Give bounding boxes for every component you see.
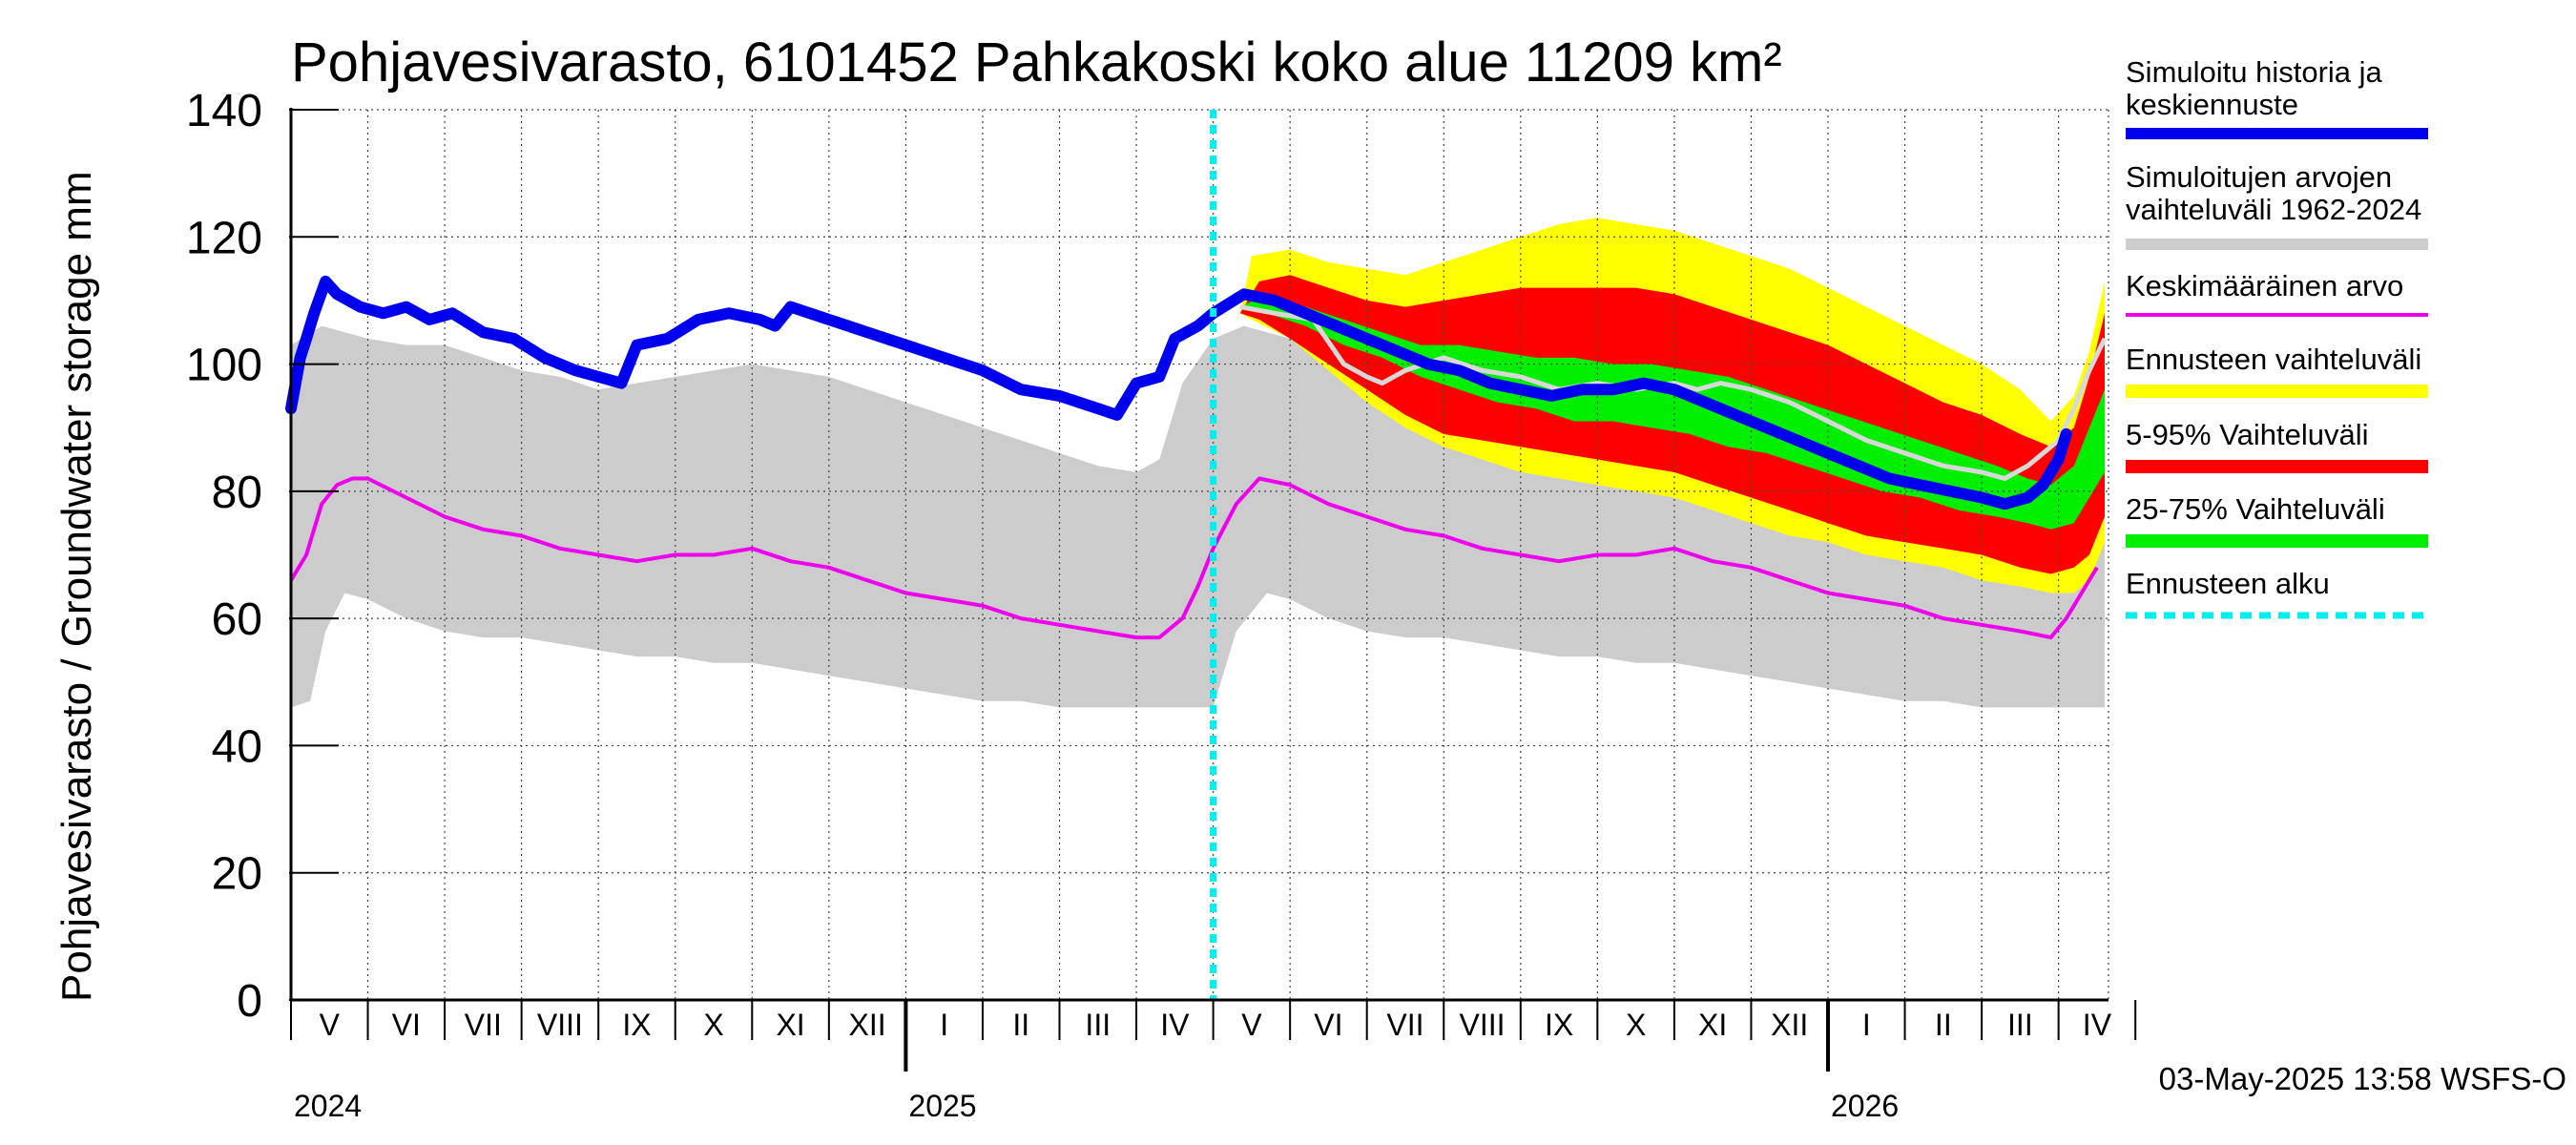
x-tick-label: II	[1012, 1008, 1029, 1042]
y-tick-label: 100	[186, 341, 262, 391]
x-tick-label: VI	[1314, 1008, 1342, 1042]
x-tick-label: IV	[1160, 1008, 1190, 1042]
y-tick-label: 40	[212, 721, 262, 772]
legend-label: 25-75% Vaihteluväli	[2126, 492, 2385, 526]
mean-line	[289, 476, 2099, 640]
year-label: 2025	[908, 1089, 976, 1123]
year-label: 2026	[1831, 1089, 1899, 1123]
simulated-history-line	[285, 275, 2072, 510]
legend-label: Ennusteen vaihteluväli	[2126, 343, 2421, 376]
y-tick-label: 120	[186, 213, 262, 263]
legend-label: Simuloitu historia ja	[2126, 55, 2383, 89]
x-tick-label: XII	[1771, 1008, 1808, 1042]
legend-label: Keskimääräinen arvo	[2126, 269, 2403, 302]
chart-title: Pohjavesivarasto, 6101452 Pahkakoski kok…	[291, 31, 1782, 94]
x-tick-label: V	[320, 1008, 341, 1042]
x-tick-label: VII	[1386, 1008, 1423, 1042]
x-tick-label: VIII	[1460, 1008, 1506, 1042]
x-tick-label: VII	[465, 1008, 502, 1042]
x-tick-label: I	[940, 1008, 948, 1042]
y-axis-label: Pohjavesivarasto / Groundwater storage m…	[53, 171, 100, 1002]
x-tick-label: X	[703, 1008, 723, 1042]
y-tick-label: 140	[186, 86, 262, 136]
x-tick-label: XI	[776, 1008, 804, 1042]
y-tick-label: 20	[212, 849, 262, 900]
x-tick-label: I	[1862, 1008, 1871, 1042]
y-tick-label: 60	[212, 594, 262, 645]
legend-label: keskiennuste	[2126, 88, 2298, 121]
legend-label: 5-95% Vaihteluväli	[2126, 418, 2368, 451]
y-tick-label: 80	[212, 468, 262, 518]
x-tick-label: III	[1085, 1008, 1111, 1042]
x-tick-label: IV	[2083, 1008, 2112, 1042]
y-tick-label: 0	[237, 976, 262, 1027]
timestamp: 03-May-2025 13:58 WSFS-O	[2159, 1061, 2566, 1096]
history-grey-line	[1239, 304, 2108, 481]
x-tick-label: VIII	[537, 1008, 583, 1042]
legend-label: vaihteluväli 1962-2024	[2126, 193, 2421, 226]
x-tick-label: XI	[1698, 1008, 1727, 1042]
legend-label: Ennusteen alku	[2126, 567, 2330, 600]
x-tick-label: X	[1626, 1008, 1646, 1042]
x-tick-label: V	[1241, 1008, 1262, 1042]
legend-label: Simuloitujen arvojen	[2126, 160, 2392, 194]
x-tick-label: IX	[622, 1008, 651, 1042]
x-tick-label: XII	[849, 1008, 886, 1042]
p25-75-band	[1239, 294, 2105, 530]
x-tick-label: IX	[1545, 1008, 1573, 1042]
x-tick-label: II	[1935, 1008, 1952, 1042]
x-tick-label: III	[2007, 1008, 2033, 1042]
year-label: 2024	[294, 1089, 362, 1123]
x-tick-label: VI	[392, 1008, 421, 1042]
